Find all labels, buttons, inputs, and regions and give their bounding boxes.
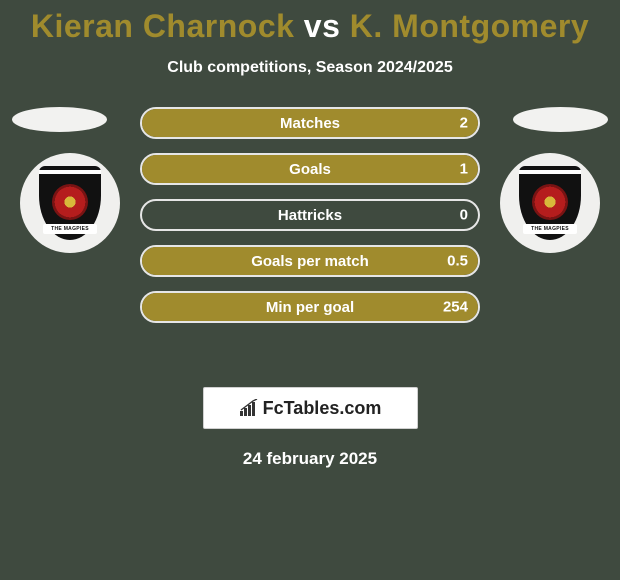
stat-value-right: 0.5 — [447, 253, 468, 270]
stat-label: Goals per match — [251, 253, 369, 270]
stat-label: Matches — [280, 115, 340, 132]
stat-bar: Goals per match 0.5 — [140, 245, 480, 277]
comparison-title: Kieran Charnock vs K. Montgomery — [0, 0, 620, 45]
stat-label: Goals — [289, 161, 331, 178]
stat-bars: Matches 2 Goals 1 Hattricks 0 Goals per match 0… — [140, 107, 480, 323]
player2-name: K. Montgomery — [350, 8, 589, 44]
stat-label: Min per goal — [266, 299, 354, 316]
crest-banner-text: THE MAGPIES — [523, 224, 577, 234]
vs-text: vs — [304, 8, 341, 44]
comparison-area: THE MAGPIES THE MAGPIES Matches 2 Goals 1 Ha… — [0, 107, 620, 357]
player1-photo-placeholder — [12, 107, 107, 132]
club-crest-icon: THE MAGPIES — [519, 166, 581, 240]
player1-name: Kieran Charnock — [31, 8, 295, 44]
stat-bar: Hattricks 0 — [140, 199, 480, 231]
stat-bar: Min per goal 254 — [140, 291, 480, 323]
date-text: 24 february 2025 — [0, 449, 620, 469]
subtitle: Club competitions, Season 2024/2025 — [0, 59, 620, 77]
stat-bar: Goals 1 — [140, 153, 480, 185]
stat-value-right: 254 — [443, 299, 468, 316]
player2-photo-placeholder — [513, 107, 608, 132]
logo-text: FcTables.com — [263, 398, 382, 419]
crest-banner-text: THE MAGPIES — [43, 224, 97, 234]
fctables-logo[interactable]: FcTables.com — [203, 387, 418, 429]
stat-value-right: 0 — [460, 207, 468, 224]
player1-club-badge: THE MAGPIES — [20, 153, 120, 253]
stat-value-right: 2 — [460, 115, 468, 132]
club-crest-icon: THE MAGPIES — [39, 166, 101, 240]
stat-label: Hattricks — [278, 207, 342, 224]
player2-club-badge: THE MAGPIES — [500, 153, 600, 253]
stat-bar: Matches 2 — [140, 107, 480, 139]
stat-value-right: 1 — [460, 161, 468, 178]
chart-icon — [239, 399, 261, 417]
